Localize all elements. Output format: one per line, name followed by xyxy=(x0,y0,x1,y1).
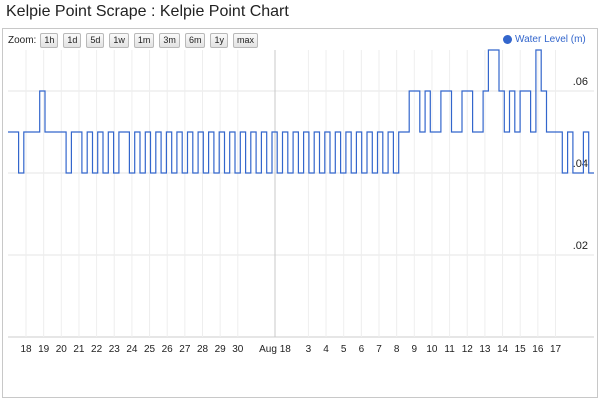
x-tick-label: 26 xyxy=(162,344,174,355)
x-tick-label: 4 xyxy=(323,344,329,355)
x-tick-label: 8 xyxy=(394,344,400,355)
x-tick-label: 15 xyxy=(515,344,527,355)
zoom-toolbar: Zoom: 1h 1d 5d 1w 1m 3m 6m 1y max xyxy=(8,33,263,48)
zoom-3m-button[interactable]: 3m xyxy=(159,33,180,48)
chart-legend[interactable]: Water Level (m) xyxy=(503,34,586,45)
page-title: Kelpie Point Scrape : Kelpie Point Chart xyxy=(6,3,289,20)
x-tick-label: 30 xyxy=(232,344,244,355)
x-tick-label: 6 xyxy=(359,344,365,355)
zoom-1m-button[interactable]: 1m xyxy=(133,33,155,48)
y-tick-label: .04 xyxy=(573,158,588,170)
water-level-series-line xyxy=(8,49,594,174)
x-tick-label: 24 xyxy=(126,344,138,355)
x-tick-label: 7 xyxy=(376,344,382,355)
zoom-label: Zoom: xyxy=(8,35,37,46)
x-tick-label: 14 xyxy=(497,344,509,355)
y-tick-label: .02 xyxy=(573,240,588,252)
zoom-5d-button[interactable]: 5d xyxy=(86,33,105,48)
zoom-6m-button[interactable]: 6m xyxy=(184,33,206,48)
x-tick-label: 29 xyxy=(215,344,227,355)
x-tick-label: 23 xyxy=(109,344,121,355)
zoom-1y-button[interactable]: 1y xyxy=(210,33,228,48)
x-tick-label: 10 xyxy=(426,344,438,355)
x-tick-label: 3 xyxy=(306,344,312,355)
x-tick-label: 16 xyxy=(532,344,544,355)
legend-marker xyxy=(503,35,512,44)
x-tick-label: 12 xyxy=(462,344,474,355)
zoom-1h-button[interactable]: 1h xyxy=(40,33,59,48)
x-tick-label: 27 xyxy=(179,344,191,355)
y-tick-label: .06 xyxy=(573,76,588,88)
zoom-max-button[interactable]: max xyxy=(232,33,258,48)
x-tick-label: 18 xyxy=(20,344,32,355)
x-tick-label: 28 xyxy=(197,344,209,355)
x-tick-label: Aug 18 xyxy=(259,344,291,355)
x-tick-label: 11 xyxy=(444,344,455,355)
x-tick-label: 19 xyxy=(38,344,50,355)
zoom-1w-button[interactable]: 1w xyxy=(109,33,129,48)
x-tick-label: 21 xyxy=(73,344,85,355)
legend-label: Water Level (m) xyxy=(515,34,586,45)
zoom-1d-button[interactable]: 1d xyxy=(63,33,82,48)
x-tick-label: 9 xyxy=(412,344,418,355)
x-tick-label: 5 xyxy=(341,344,347,355)
x-tick-label: 22 xyxy=(91,344,103,355)
x-tick-label: 13 xyxy=(479,344,491,355)
x-tick-label: 25 xyxy=(144,344,156,355)
x-tick-label: 20 xyxy=(56,344,68,355)
x-tick-label: 17 xyxy=(550,344,562,355)
